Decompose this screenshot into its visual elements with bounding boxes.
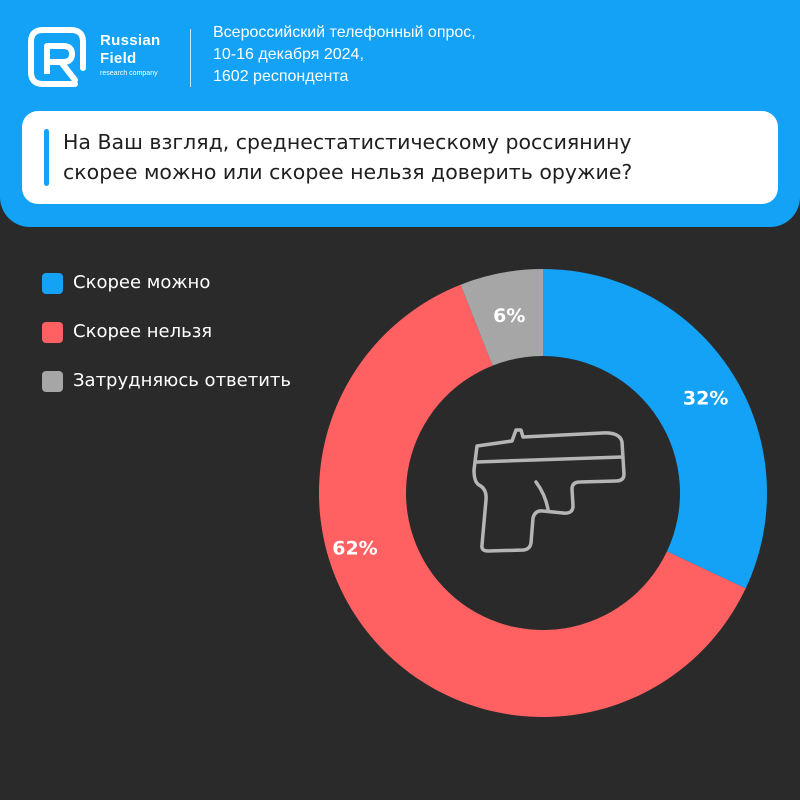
chart-legend: Скорее можно Скорее нельзя Затрудняюсь о…: [42, 270, 291, 417]
brand-tagline: research company: [100, 70, 158, 77]
pistol-icon: [472, 428, 626, 553]
question-line1: На Ваш взгляд, среднестатистическому рос…: [63, 130, 632, 154]
slice-label-undecided: 6%: [493, 305, 525, 327]
survey-info-line3: 1602 респондента: [213, 68, 349, 85]
brand-name-line1: Russian: [100, 32, 161, 49]
donut-slice-no: [319, 284, 746, 717]
russian-field-logo-icon: [25, 24, 89, 92]
header-divider: [190, 29, 191, 87]
legend-item-undecided: Затрудняюсь ответить: [42, 368, 291, 417]
survey-info: Всероссийский телефонный опрос, 10-16 де…: [213, 22, 476, 88]
legend-label-undecided: Затрудняюсь ответить: [73, 370, 292, 391]
question-line2: скорее можно или скорее нельзя доверить …: [63, 160, 633, 184]
donut-slice-yes: [543, 269, 767, 589]
slice-label-yes: 32%: [683, 388, 728, 410]
legend-item-no: Скорее нельзя: [42, 319, 291, 368]
brand-name: Russian Field research company: [100, 32, 160, 78]
donut-slice-undecided: [460, 269, 543, 366]
legend-label-no: Скорее нельзя: [73, 321, 213, 342]
question-text: На Ваш взгляд, среднестатистическому рос…: [63, 127, 763, 187]
legend-swatch-undecided: [42, 371, 63, 392]
legend-swatch-yes: [42, 273, 63, 294]
brand-name-line2: Field: [100, 50, 137, 67]
legend-label-yes: Скорее можно: [73, 272, 211, 293]
donut-slice-labels: 32% 62% 6%: [332, 305, 728, 559]
header-banner: Russian Field research company Всероссий…: [0, 0, 800, 227]
question-card: На Ваш взгляд, среднестатистическому рос…: [22, 111, 778, 204]
legend-swatch-no: [42, 322, 63, 343]
question-accent-bar: [44, 129, 49, 186]
donut-slices: [319, 269, 767, 717]
legend-item-yes: Скорее можно: [42, 270, 291, 319]
survey-info-line2: 10-16 декабря 2024,: [213, 46, 364, 63]
slice-label-no: 62%: [332, 537, 377, 559]
survey-info-line1: Всероссийский телефонный опрос,: [213, 24, 476, 41]
